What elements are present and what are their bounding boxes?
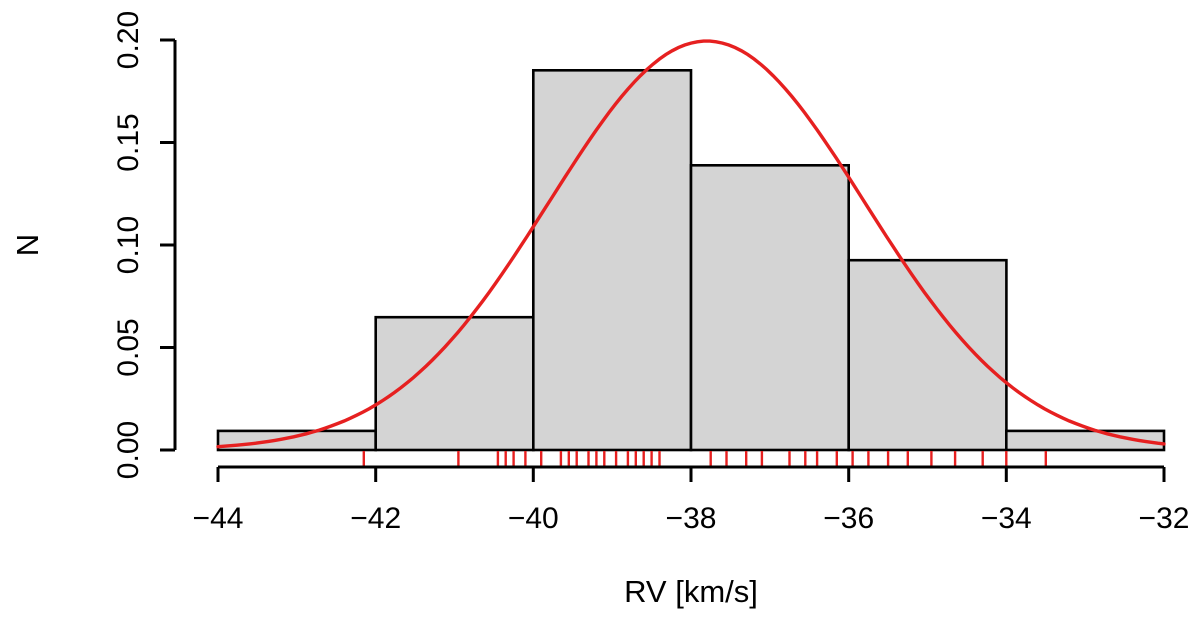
histogram-bar bbox=[1004, 429, 1166, 452]
x-tick-label: −36 bbox=[823, 502, 874, 535]
y-axis-title: N bbox=[10, 234, 45, 256]
x-tick-label: −34 bbox=[981, 502, 1032, 535]
rug-marks bbox=[362, 451, 1048, 467]
y-tick-label: 0.10 bbox=[112, 216, 145, 274]
y-tick-label: 0.15 bbox=[112, 113, 145, 171]
histogram-bars bbox=[216, 69, 1166, 452]
x-axis-title: RV [km/s] bbox=[624, 574, 758, 609]
x-axis: −44 −42 −40 −38 −36 −34 −32 bbox=[193, 465, 1190, 535]
x-tick-label: −42 bbox=[350, 502, 401, 535]
y-tick-label: 0.20 bbox=[112, 11, 145, 69]
histogram-bar bbox=[847, 258, 1008, 452]
y-axis: 0.00 0.05 0.10 0.15 0.20 bbox=[112, 11, 177, 479]
x-tick-label: −44 bbox=[193, 502, 244, 535]
x-tick-label: −38 bbox=[666, 502, 717, 535]
x-tick-label: −32 bbox=[1139, 502, 1190, 535]
histogram-bar bbox=[689, 164, 850, 452]
density-curve bbox=[216, 39, 1166, 449]
y-tick-label: 0.00 bbox=[112, 421, 145, 479]
histogram-bar bbox=[531, 69, 693, 452]
y-tick-label: 0.05 bbox=[112, 318, 145, 376]
histogram-bar bbox=[374, 315, 535, 452]
histogram-bar bbox=[216, 429, 377, 452]
x-tick-label: −40 bbox=[508, 502, 559, 535]
